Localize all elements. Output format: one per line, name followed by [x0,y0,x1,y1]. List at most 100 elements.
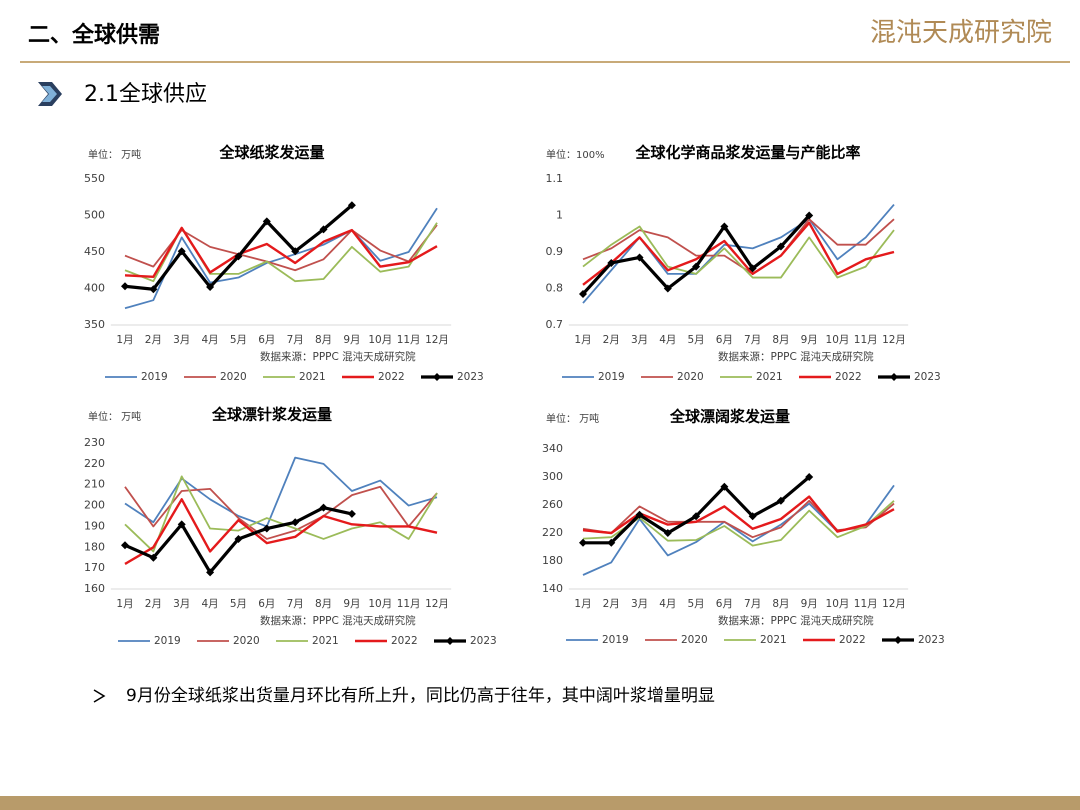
x-tick-label: 7月 [287,598,304,610]
legend-label: 2019 [154,635,181,647]
point-marker [177,520,186,529]
x-tick-label: 8月 [315,598,332,610]
y-tick-label: 1.1 [546,172,564,185]
legend-marker [433,373,441,381]
point-marker [291,518,300,527]
source-note: 数据来源：PPPC 混沌天成研究院 [718,614,874,627]
point-marker [692,512,701,521]
y-tick-label: 300 [542,470,563,483]
point-marker [121,541,129,550]
legend-label: 2020 [681,634,708,646]
x-tick-label: 5月 [230,334,247,346]
series-line [124,485,438,540]
point-marker [720,222,729,231]
x-tick-label: 12月 [425,598,449,610]
unit-label: 单位： 万吨 [546,412,599,425]
series-line [582,221,895,286]
y-tick-label: 260 [542,498,563,511]
y-tick-label: 340 [542,442,563,455]
legend-label: 2023 [914,371,941,383]
y-tick-label: 160 [84,582,105,595]
x-tick-label: 2月 [603,334,620,346]
series-line [124,475,438,553]
legend-label: 2020 [220,371,247,383]
unit-label: 单位：100% [546,148,605,161]
y-tick-label: 200 [84,499,105,512]
x-tick-label: 1月 [116,598,133,610]
y-tick-label: 550 [84,172,105,185]
y-tick-label: 0.7 [546,318,564,331]
x-tick-label: 6月 [716,334,733,346]
point-marker [607,538,616,547]
y-tick-label: 450 [84,245,105,258]
point-marker [748,512,757,521]
point-marker [262,217,271,226]
x-tick-label: 4月 [201,598,218,610]
y-tick-label: 190 [84,519,105,532]
y-tick-label: 400 [84,282,105,295]
point-marker [347,509,356,518]
x-tick-label: 7月 [744,334,761,346]
x-tick-label: 9月 [801,334,818,346]
series-line [124,456,438,528]
point-marker [177,247,186,256]
x-tick-label: 3月 [631,334,648,346]
legend-marker [446,637,454,645]
x-tick-label: 7月 [744,598,761,610]
y-tick-label: 0.8 [546,282,564,295]
series-line [124,498,438,566]
chart-title: 全球漂针浆发运量 [211,406,332,424]
subsection-title: 2.1全球供应 [84,82,207,107]
y-tick-label: 220 [542,526,563,539]
legend-label: 2023 [457,371,484,383]
point-marker [776,242,785,251]
y-tick-label: 220 [84,457,105,470]
bullet-text: 9月份全球纸浆出货量月环比有所上升，同比仍高于往年，其中阔叶浆增量明显 [126,686,715,706]
legend-label: 2019 [602,634,629,646]
point-marker [635,510,644,519]
legend-label: 2023 [470,635,497,647]
y-tick-label: 1 [556,209,563,222]
logo: 混沌天成研究院 [870,18,1052,48]
x-tick-label: 12月 [882,598,906,610]
x-tick-label: 10月 [368,598,392,610]
point-marker [663,529,672,537]
legend-label: 2021 [756,371,783,383]
legend-label: 2021 [299,371,326,383]
x-tick-label: 5月 [687,598,704,610]
x-tick-label: 8月 [315,334,332,346]
legend-label: 2022 [378,371,405,383]
x-tick-label: 11月 [854,598,878,610]
legend-marker [890,373,898,381]
x-tick-label: 10月 [826,598,850,610]
point-marker [805,473,814,481]
x-tick-label: 3月 [631,598,648,610]
chevron-icon-inner [42,86,57,102]
point-marker [748,264,757,273]
point-marker [347,201,356,210]
point-marker [663,284,672,293]
point-marker [579,538,587,547]
point-marker [121,282,129,291]
legend-label: 2022 [391,635,418,647]
x-tick-label: 6月 [258,598,275,610]
x-tick-label: 1月 [116,334,133,346]
y-tick-label: 170 [84,561,105,574]
x-tick-label: 1月 [574,334,591,346]
x-tick-label: 4月 [659,598,676,610]
x-tick-label: 12月 [882,334,906,346]
legend-marker [894,636,902,644]
x-tick-label: 11月 [397,334,421,346]
x-tick-label: 4月 [659,334,676,346]
x-tick-label: 5月 [687,334,704,346]
legend-label: 2019 [141,371,168,383]
point-marker [234,252,243,261]
source-note: 数据来源：PPPC 混沌天成研究院 [718,350,874,363]
point-marker [149,553,158,562]
unit-label: 单位： 万吨 [88,410,141,423]
legend-label: 2022 [839,634,866,646]
point-marker [319,225,328,234]
point-marker [607,258,616,267]
chart-title: 全球化学商品浆发运量与产能比率 [634,144,860,162]
y-tick-label: 230 [84,436,105,449]
